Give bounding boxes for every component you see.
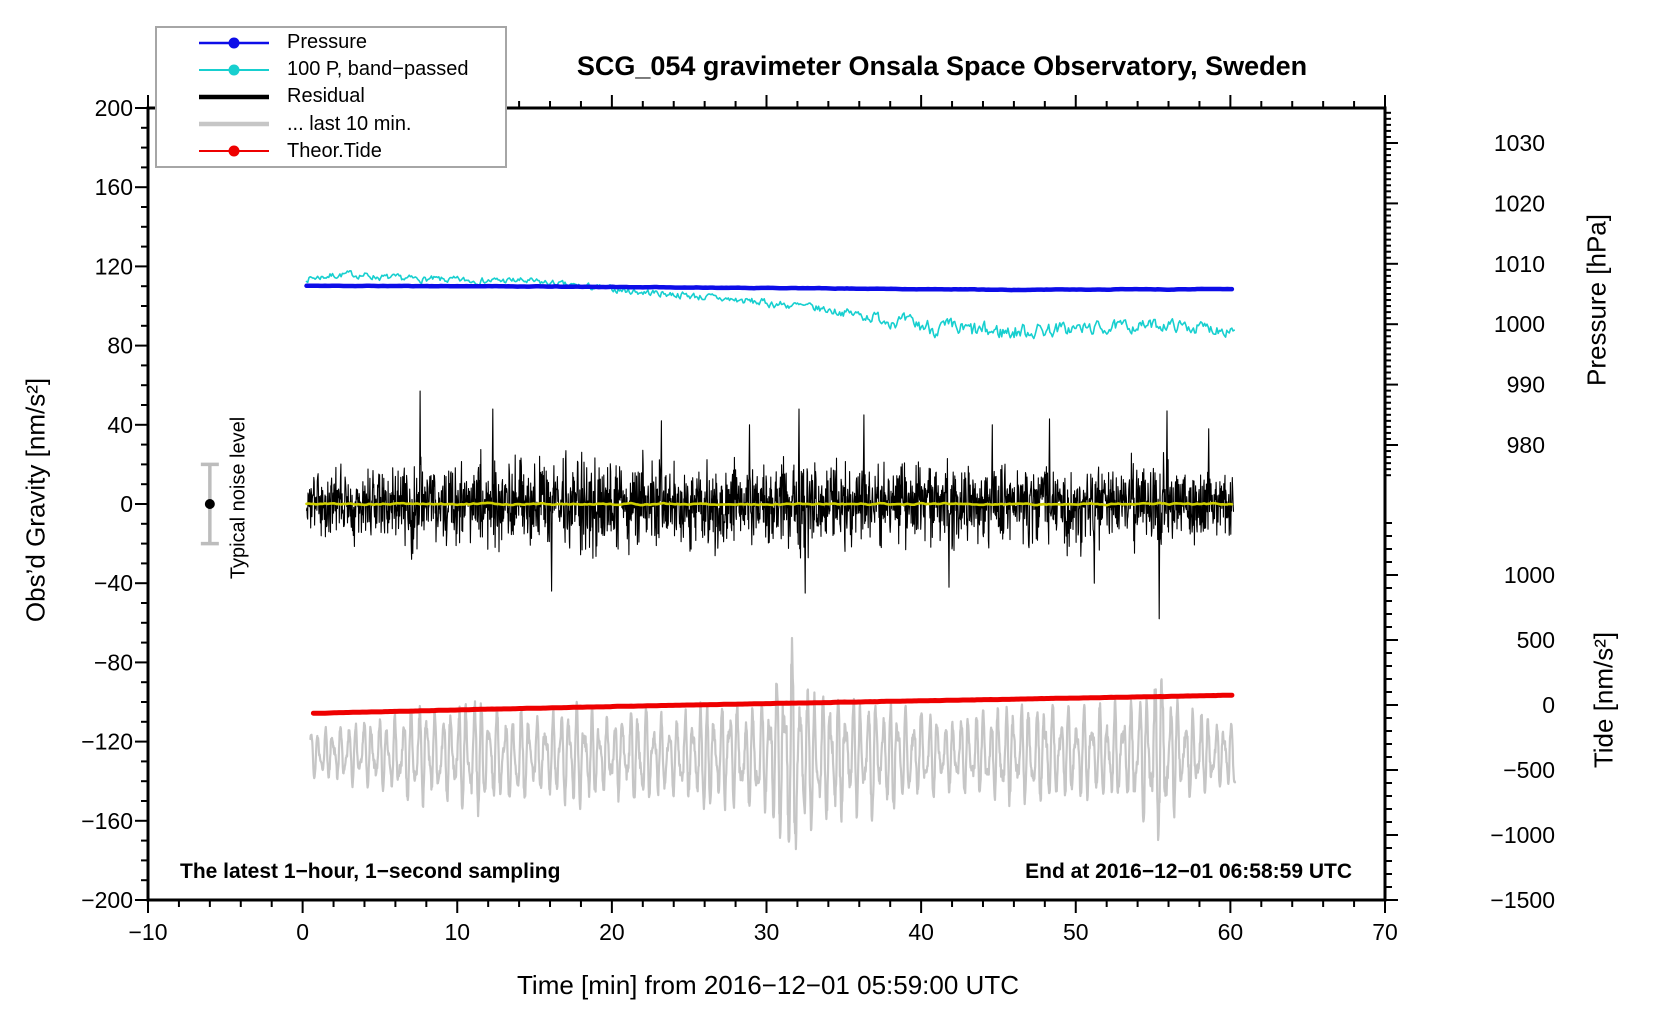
tide-tick-label: −500 — [1503, 757, 1555, 783]
tide-tick-label: 500 — [1517, 627, 1555, 653]
y-left-tick-label: 40 — [107, 412, 133, 438]
tide-tick-label: 0 — [1542, 692, 1555, 718]
y-left-tick-label: −120 — [81, 729, 133, 755]
x-tick-label: 70 — [1372, 919, 1398, 945]
pressure-tick-label: 1030 — [1494, 130, 1545, 156]
series-pressure — [304, 283, 1235, 293]
y-left-tick-label: 80 — [107, 333, 133, 359]
pressure-tick-label: 1000 — [1494, 311, 1545, 337]
legend-label: Theor.Tide — [287, 139, 382, 162]
y-axis-left-label: Obs’d Gravity [nm/s²] — [20, 377, 51, 623]
legend-label: 100 P, band−passed — [287, 58, 469, 81]
pressure-tick-label: 990 — [1507, 372, 1545, 398]
series-residual — [305, 390, 1235, 620]
x-tick-label: 60 — [1218, 919, 1244, 945]
legend-line-sample — [199, 37, 269, 49]
series-100-p-band-passed — [305, 270, 1235, 340]
legend-item-theor-tide: Theor.Tide — [157, 138, 505, 164]
y-left-tick-label: −160 — [81, 808, 133, 834]
legend-line-sample — [199, 121, 269, 127]
legend-label: ... last 10 min. — [287, 112, 412, 135]
legend-item-residual: Residual — [157, 84, 505, 110]
legend-item-100-p-band-passed: 100 P, band−passed — [157, 57, 505, 83]
page-title: SCG_054 gravimeter Onsala Space Observat… — [576, 51, 1308, 81]
series-theor-tide — [310, 692, 1235, 716]
legend-line-sample — [199, 64, 269, 76]
tide-tick-label: −1500 — [1490, 887, 1555, 913]
x-tick-label: 10 — [444, 919, 470, 945]
sampling-annotation: The latest 1−hour, 1−second sampling — [180, 860, 561, 883]
tide-tick-label: −1000 — [1490, 822, 1555, 848]
legend-dot — [228, 145, 240, 157]
noise-errorbar-dot — [204, 499, 215, 509]
legend-label: Residual — [287, 85, 365, 108]
x-tick-label: −10 — [128, 919, 167, 945]
x-tick-label: 50 — [1063, 919, 1089, 945]
x-axis-label: Time [min] from 2016−12−01 05:59:00 UTC — [517, 970, 1019, 1000]
x-tick-label: 0 — [296, 919, 309, 945]
pressure-tick-label: 1010 — [1494, 251, 1545, 277]
series-residual-smoothed — [305, 501, 1234, 507]
legend-line-sample — [199, 145, 269, 157]
y-axis-tide-label: Tide [nm/s²] — [1588, 631, 1619, 769]
pressure-tick-label: 980 — [1507, 432, 1545, 458]
y-left-tick-label: −80 — [94, 649, 133, 675]
x-tick-label: 20 — [599, 919, 625, 945]
y-left-tick-label: 0 — [120, 491, 133, 517]
y-left-tick-label: 160 — [95, 174, 133, 200]
series-last-10-min — [309, 636, 1237, 851]
legend-item-pressure: Pressure — [157, 30, 505, 56]
x-tick-label: 30 — [754, 919, 780, 945]
y-left-tick-label: 120 — [95, 253, 133, 279]
pressure-tick-label: 1020 — [1494, 190, 1545, 216]
legend-box: Pressure 100 P, band−passed Residual ... la… — [155, 26, 507, 168]
noise-level-label: Typical noise level — [227, 416, 250, 580]
legend-dot — [228, 64, 240, 76]
legend-item-last-10-min: ... last 10 min. — [157, 111, 505, 137]
y-left-tick-label: −40 — [94, 570, 133, 596]
end-time-annotation: End at 2016−12−01 06:58:59 UTC — [1025, 860, 1352, 883]
y-axis-pressure-label: Pressure [hPa] — [1581, 214, 1612, 386]
legend-label: Pressure — [287, 31, 368, 54]
y-left-tick-label: 200 — [95, 95, 133, 121]
legend-dot — [228, 37, 240, 49]
x-tick-label: 40 — [908, 919, 934, 945]
tide-tick-label: 1000 — [1504, 562, 1555, 588]
legend-line-sample — [199, 94, 269, 100]
y-left-tick-label: −200 — [81, 887, 133, 913]
